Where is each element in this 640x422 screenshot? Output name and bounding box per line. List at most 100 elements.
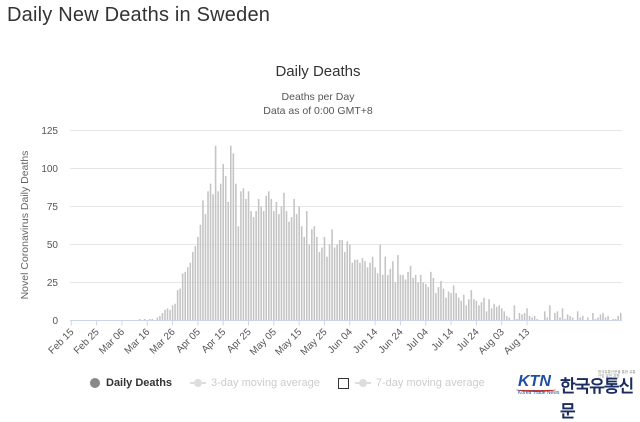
bar[interactable]: [488, 299, 490, 321]
bar[interactable]: [354, 259, 356, 321]
bar[interactable]: [356, 259, 359, 321]
legend-item-daily-deaths[interactable]: Daily Deaths: [90, 377, 172, 389]
bar[interactable]: [323, 236, 326, 321]
bar[interactable]: [217, 191, 219, 321]
bar[interactable]: [255, 211, 257, 321]
bar[interactable]: [435, 293, 437, 321]
bar[interactable]: [336, 244, 338, 321]
bar[interactable]: [450, 293, 452, 321]
bar[interactable]: [409, 265, 412, 321]
bar[interactable]: [447, 291, 450, 321]
bar[interactable]: [194, 246, 197, 321]
bar[interactable]: [516, 318, 518, 321]
bar[interactable]: [166, 308, 169, 321]
bar[interactable]: [265, 195, 268, 321]
bar[interactable]: [189, 262, 192, 321]
bar[interactable]: [260, 206, 262, 321]
bar[interactable]: [521, 314, 523, 321]
bar[interactable]: [587, 317, 589, 321]
bar[interactable]: [174, 303, 176, 321]
bar[interactable]: [300, 226, 303, 321]
bar[interactable]: [295, 214, 298, 321]
bar[interactable]: [280, 206, 283, 321]
bar[interactable]: [404, 279, 407, 321]
bar[interactable]: [179, 288, 181, 321]
bar[interactable]: [273, 211, 275, 321]
bar[interactable]: [171, 305, 174, 321]
bar[interactable]: [571, 317, 574, 321]
bar[interactable]: [313, 226, 316, 321]
bar[interactable]: [321, 247, 323, 321]
bar[interactable]: [462, 294, 465, 321]
bar[interactable]: [389, 268, 392, 321]
bar[interactable]: [518, 312, 521, 321]
bar[interactable]: [508, 317, 511, 321]
bar[interactable]: [288, 221, 290, 321]
bar[interactable]: [559, 317, 561, 321]
bar[interactable]: [164, 309, 166, 321]
bar[interactable]: [338, 239, 341, 321]
bar[interactable]: [619, 312, 622, 321]
bar[interactable]: [209, 183, 212, 321]
bar[interactable]: [566, 314, 569, 321]
bar[interactable]: [290, 217, 293, 321]
bar[interactable]: [490, 308, 493, 321]
bar[interactable]: [214, 145, 217, 321]
bar[interactable]: [483, 297, 485, 321]
bar[interactable]: [513, 305, 516, 321]
bar[interactable]: [399, 274, 402, 321]
bar[interactable]: [328, 244, 331, 321]
bar[interactable]: [523, 312, 526, 321]
bar[interactable]: [192, 252, 194, 321]
bar[interactable]: [460, 300, 462, 321]
bar[interactable]: [468, 299, 470, 321]
bar[interactable]: [392, 261, 394, 321]
bar[interactable]: [475, 300, 478, 321]
bar[interactable]: [556, 311, 559, 321]
bar[interactable]: [604, 317, 607, 321]
bar[interactable]: [422, 282, 425, 321]
bar[interactable]: [298, 206, 300, 321]
bar[interactable]: [614, 318, 617, 321]
bar[interactable]: [495, 306, 498, 321]
bar[interactable]: [305, 211, 308, 321]
bar[interactable]: [576, 311, 579, 321]
bar[interactable]: [343, 252, 346, 321]
legend-item-3day-average[interactable]: 3-day moving average: [190, 377, 320, 389]
bar[interactable]: [371, 256, 374, 321]
bar[interactable]: [503, 311, 506, 321]
bar[interactable]: [427, 287, 430, 321]
bar[interactable]: [159, 315, 161, 321]
bar[interactable]: [250, 211, 252, 321]
bar[interactable]: [376, 273, 379, 321]
bar[interactable]: [430, 271, 432, 321]
bar[interactable]: [207, 191, 209, 321]
bar[interactable]: [257, 198, 260, 321]
bar[interactable]: [599, 314, 602, 321]
bar[interactable]: [331, 229, 333, 321]
bar[interactable]: [247, 191, 250, 321]
bar[interactable]: [533, 315, 536, 321]
bar[interactable]: [465, 305, 468, 321]
bar[interactable]: [500, 308, 503, 321]
bar[interactable]: [506, 315, 508, 321]
bar[interactable]: [252, 217, 255, 321]
bar[interactable]: [440, 280, 442, 321]
bar[interactable]: [245, 198, 247, 321]
bar[interactable]: [224, 176, 227, 321]
bar[interactable]: [219, 183, 222, 321]
bar[interactable]: [543, 311, 546, 321]
bar[interactable]: [184, 271, 186, 321]
bar[interactable]: [402, 274, 404, 321]
bar[interactable]: [138, 318, 141, 321]
bar[interactable]: [526, 308, 528, 321]
bar[interactable]: [176, 290, 179, 321]
bar[interactable]: [222, 163, 224, 321]
bar[interactable]: [267, 191, 270, 321]
bar[interactable]: [549, 305, 551, 321]
bar[interactable]: [346, 241, 349, 321]
bar[interactable]: [169, 309, 171, 321]
bar[interactable]: [204, 214, 207, 321]
bar[interactable]: [592, 312, 594, 321]
bar[interactable]: [452, 285, 455, 321]
